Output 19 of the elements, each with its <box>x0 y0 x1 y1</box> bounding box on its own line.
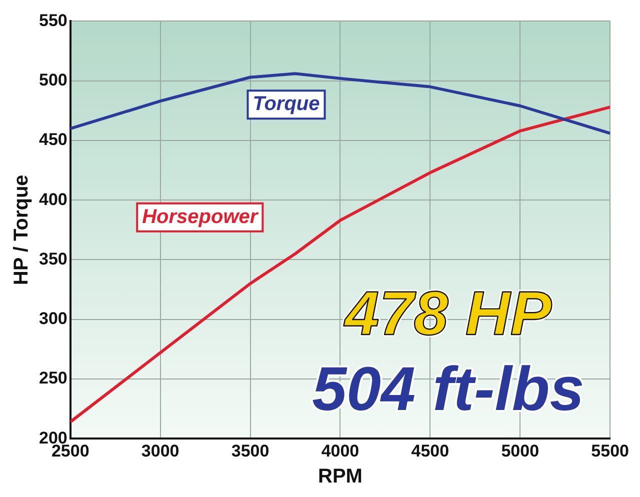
x-tick-label: 4000 <box>321 441 360 460</box>
x-tick-label: 3000 <box>141 441 180 460</box>
y-tick-label: 500 <box>38 70 68 90</box>
annotation: Horsepower <box>142 206 259 228</box>
y-tick-label: 450 <box>38 130 68 150</box>
annotation: 504 ft-lbs <box>312 354 584 424</box>
y-tick-label: 350 <box>38 249 68 268</box>
annotation: Torque <box>252 93 320 116</box>
y-axis-title: HP / Torque <box>10 174 33 286</box>
annotation: 478 HP <box>342 280 552 349</box>
y-tick-label: 550 <box>38 10 68 30</box>
y-tick-label: 300 <box>38 309 68 328</box>
y-tick-label: 250 <box>38 368 68 388</box>
x-axis-title: RPM <box>318 466 362 488</box>
x-tick-label: 3500 <box>231 441 270 460</box>
x-tick-label: 5000 <box>501 441 540 460</box>
x-tick-label: 5500 <box>591 441 630 460</box>
x-tick-label: 4500 <box>411 441 450 460</box>
y-tick-label: 400 <box>38 190 68 209</box>
